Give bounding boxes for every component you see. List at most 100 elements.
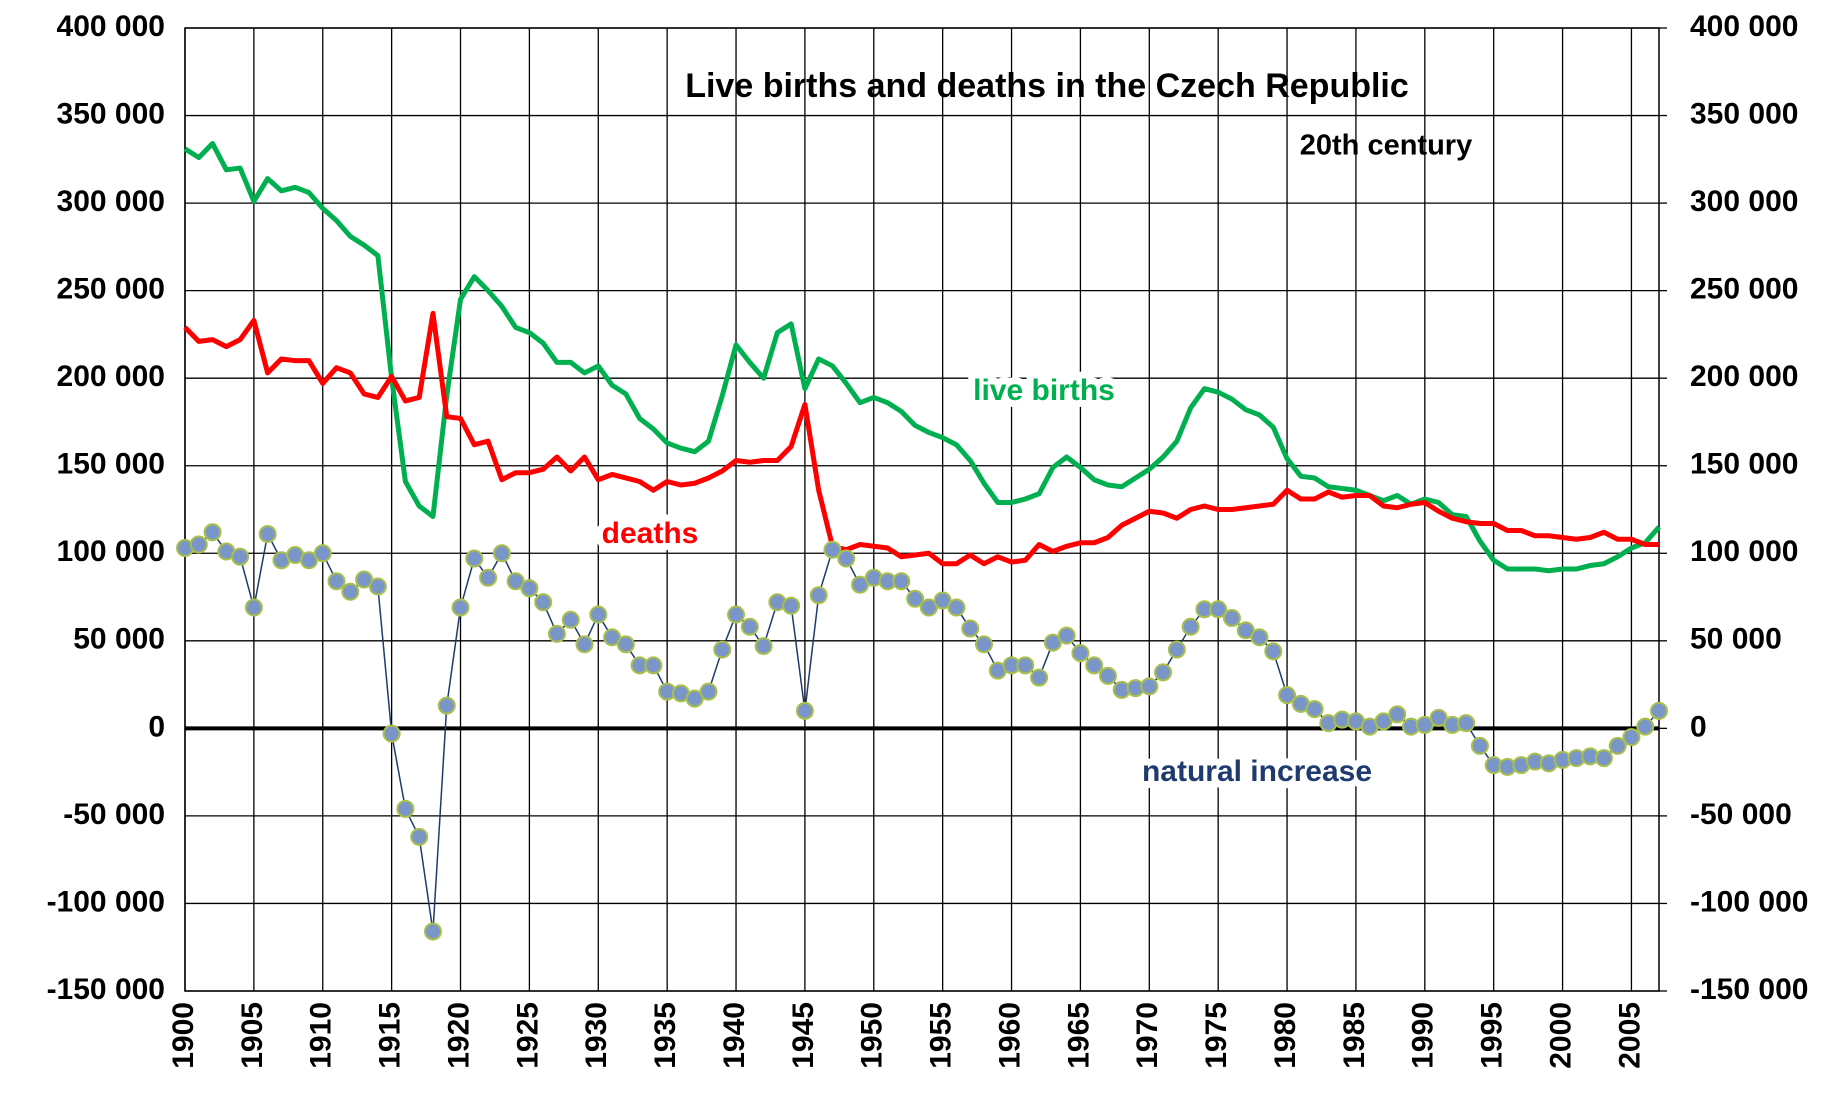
data-point: [837, 549, 856, 568]
series-label: natural increase: [1142, 755, 1372, 788]
x-tick-label: 2000: [1544, 1002, 1577, 1069]
y-tick-label: 200 000: [57, 360, 165, 393]
data-point: [451, 598, 470, 617]
data-point: [1264, 642, 1283, 661]
data-point: [1098, 666, 1117, 685]
data-point: [1071, 644, 1090, 663]
series-label: live births: [973, 374, 1115, 407]
y-tick-label: 300 000: [57, 185, 165, 218]
data-point: [644, 656, 663, 675]
data-point: [1057, 626, 1076, 645]
data-point: [258, 525, 277, 544]
y2-tick-label: 200 000: [1690, 360, 1798, 393]
data-point: [313, 544, 332, 563]
data-point: [892, 572, 911, 591]
y-tick-label: 350 000: [57, 97, 165, 130]
y2-tick-label: 50 000: [1690, 623, 1782, 656]
data-point: [231, 547, 250, 566]
data-point: [933, 591, 952, 610]
data-point: [189, 535, 208, 554]
data-point: [382, 724, 401, 743]
x-tick-label: 1915: [374, 1002, 407, 1069]
x-tick-label: 1955: [925, 1002, 958, 1069]
x-tick-label: 1930: [580, 1002, 613, 1069]
x-tick-label: 1920: [442, 1002, 475, 1069]
x-tick-label: 1950: [856, 1002, 889, 1069]
data-point: [616, 635, 635, 654]
data-point: [520, 579, 539, 598]
y2-tick-label: 0: [1690, 710, 1707, 743]
data-point: [1016, 656, 1035, 675]
x-tick-label: 1925: [511, 1002, 544, 1069]
data-point: [423, 922, 442, 941]
y2-tick-label: 250 000: [1690, 273, 1798, 306]
data-point: [782, 596, 801, 615]
data-point: [1622, 728, 1641, 747]
x-tick-label: 2005: [1613, 1002, 1646, 1069]
data-point: [534, 593, 553, 612]
data-point: [727, 605, 746, 624]
y2-tick-label: -150 000: [1690, 973, 1808, 1006]
data-point: [795, 701, 814, 720]
y2-tick-label: 300 000: [1690, 185, 1798, 218]
x-tick-label: 1900: [167, 1002, 200, 1069]
data-point: [685, 689, 704, 708]
y2-tick-label: 150 000: [1690, 448, 1798, 481]
data-point: [1305, 700, 1324, 719]
data-point: [919, 598, 938, 617]
x-tick-label: 1995: [1476, 1002, 1509, 1069]
data-point: [906, 589, 925, 608]
data-point: [1415, 715, 1434, 734]
y-tick-label: 0: [148, 710, 165, 743]
y2-tick-label: -100 000: [1690, 885, 1808, 918]
y-tick-label: -50 000: [63, 798, 165, 831]
data-point: [1236, 621, 1255, 640]
y-tick-label: 50 000: [73, 623, 165, 656]
x-tick-label: 1935: [649, 1002, 682, 1069]
data-point: [1043, 633, 1062, 652]
data-point: [589, 605, 608, 624]
data-point: [699, 682, 718, 701]
x-tick-label: 1965: [1062, 1002, 1095, 1069]
data-point: [1650, 701, 1668, 720]
data-point: [1140, 677, 1159, 696]
y-tick-label: -150 000: [47, 973, 165, 1006]
series-line: [183, 141, 1661, 574]
y2-tick-label: 350 000: [1690, 97, 1798, 130]
series-connector: [184, 531, 1660, 933]
data-point: [1457, 714, 1476, 733]
chart-subtitle: 20th century: [1300, 130, 1472, 162]
data-point: [1374, 712, 1393, 731]
x-tick-label: 1905: [236, 1002, 269, 1069]
data-point: [479, 568, 498, 587]
y-tick-label: 250 000: [57, 273, 165, 306]
data-point: [603, 628, 622, 647]
x-tick-label: 1960: [993, 1002, 1026, 1069]
data-point: [823, 540, 842, 559]
data-point: [1636, 717, 1655, 736]
data-point: [754, 637, 773, 656]
data-point: [1181, 617, 1200, 636]
data-point: [961, 619, 980, 638]
data-point: [465, 549, 484, 568]
data-point: [1429, 708, 1448, 727]
data-point: [1470, 736, 1489, 755]
data-point: [327, 572, 346, 591]
data-point: [355, 570, 374, 589]
x-tick-label: 1980: [1269, 1002, 1302, 1069]
plot-border: [184, 27, 1660, 992]
data-point: [244, 598, 263, 617]
data-point: [396, 799, 415, 818]
data-point: [203, 523, 222, 542]
x-tick-label: 1910: [305, 1002, 338, 1069]
x-tick-label: 1945: [787, 1002, 820, 1069]
x-tick-label: 1990: [1407, 1002, 1440, 1069]
data-point: [809, 586, 828, 605]
data-point: [1388, 705, 1407, 724]
data-point: [1608, 736, 1627, 755]
data-point: [1594, 749, 1613, 768]
data-point: [341, 582, 360, 601]
data-point: [851, 575, 870, 594]
x-tick-label: 1970: [1131, 1002, 1164, 1069]
